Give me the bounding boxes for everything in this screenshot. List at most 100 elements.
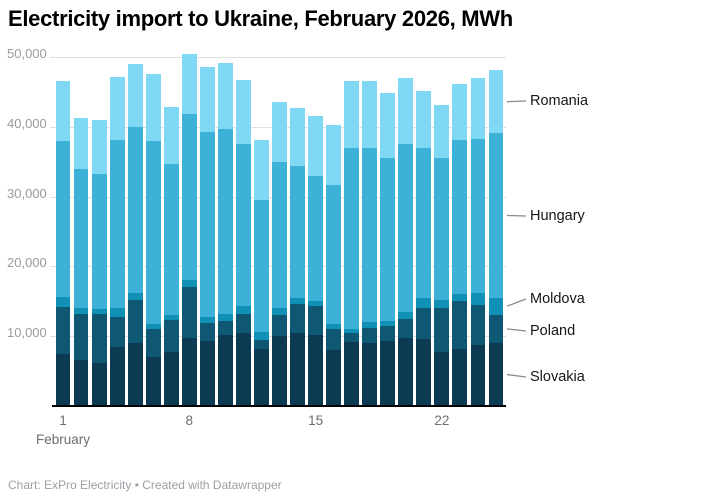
bar-segment-poland-day-25[interactable] [488, 314, 504, 344]
bar-segment-poland-day-24[interactable] [470, 305, 486, 345]
bar-segment-romania-day-25[interactable] [488, 70, 504, 134]
bar-segment-hungary-day-15[interactable] [308, 175, 323, 301]
bar-segment-romania-day-3[interactable] [91, 119, 107, 175]
bar-segment-slovakia-day-20[interactable] [398, 338, 414, 406]
bar-segment-slovakia-day-25[interactable] [488, 343, 504, 406]
bar-segment-slovakia-day-8[interactable] [181, 337, 197, 406]
bar-segment-romania-day-6[interactable] [145, 73, 161, 142]
bar-day-1[interactable] [55, 80, 71, 406]
bar-day-20[interactable] [398, 77, 414, 406]
bar-day-16[interactable] [326, 125, 342, 406]
bar-segment-slovakia-day-22[interactable] [434, 351, 450, 406]
bar-segment-poland-day-17[interactable] [344, 333, 360, 342]
bar-segment-romania-day-12[interactable] [254, 140, 269, 201]
bar-day-8[interactable] [181, 53, 197, 406]
bar-segment-poland-day-7[interactable] [163, 320, 179, 352]
bar-segment-poland-day-2[interactable] [73, 313, 89, 360]
bar-segment-poland-day-21[interactable] [416, 308, 432, 339]
bar-segment-slovakia-day-12[interactable] [254, 349, 269, 406]
bar-segment-poland-day-11[interactable] [236, 313, 251, 333]
bar-segment-romania-day-22[interactable] [434, 105, 450, 159]
bar-segment-romania-day-18[interactable] [362, 80, 378, 148]
bar-segment-moldova-day-19[interactable] [380, 320, 396, 327]
bar-segment-hungary-day-3[interactable] [91, 174, 107, 309]
bar-segment-moldova-day-8[interactable] [181, 279, 197, 288]
bar-day-12[interactable] [254, 140, 269, 406]
bar-segment-poland-day-12[interactable] [254, 339, 269, 350]
bar-segment-slovakia-day-11[interactable] [236, 332, 251, 406]
bar-segment-moldova-day-22[interactable] [434, 299, 450, 309]
bar-segment-poland-day-18[interactable] [362, 327, 378, 344]
bar-segment-hungary-day-19[interactable] [380, 158, 396, 321]
bar-segment-poland-day-6[interactable] [145, 328, 161, 358]
bar-segment-moldova-day-15[interactable] [308, 300, 323, 307]
bar-day-5[interactable] [127, 63, 143, 406]
bar-segment-romania-day-7[interactable] [163, 107, 179, 164]
bar-segment-romania-day-10[interactable] [217, 62, 233, 129]
bar-segment-romania-day-5[interactable] [127, 63, 143, 127]
bar-segment-moldova-day-1[interactable] [55, 297, 71, 307]
bar-day-11[interactable] [236, 80, 251, 406]
bar-segment-moldova-day-21[interactable] [416, 298, 432, 309]
bar-segment-poland-day-20[interactable] [398, 318, 414, 339]
bar-segment-hungary-day-20[interactable] [398, 144, 414, 312]
bar-segment-romania-day-4[interactable] [109, 77, 125, 141]
bar-day-21[interactable] [416, 90, 432, 406]
bar-segment-moldova-day-6[interactable] [145, 323, 161, 329]
bar-segment-romania-day-1[interactable] [55, 80, 71, 141]
bar-segment-slovakia-day-19[interactable] [380, 341, 396, 406]
bar-segment-moldova-day-3[interactable] [91, 308, 107, 314]
bar-segment-moldova-day-5[interactable] [127, 292, 143, 300]
bar-segment-slovakia-day-23[interactable] [452, 349, 468, 406]
bar-segment-poland-day-5[interactable] [127, 299, 143, 344]
bar-day-23[interactable] [452, 83, 468, 406]
bar-day-9[interactable] [199, 66, 215, 406]
bar-day-22[interactable] [434, 105, 450, 406]
bar-segment-poland-day-1[interactable] [55, 306, 71, 355]
bar-segment-moldova-day-13[interactable] [272, 308, 287, 316]
bar-day-6[interactable] [145, 73, 161, 406]
bar-segment-slovakia-day-24[interactable] [470, 344, 486, 406]
bar-day-10[interactable] [217, 62, 233, 406]
bar-segment-hungary-day-24[interactable] [470, 138, 486, 293]
bar-segment-slovakia-day-5[interactable] [127, 343, 143, 406]
bar-segment-romania-day-20[interactable] [398, 77, 414, 145]
bar-segment-hungary-day-8[interactable] [181, 114, 197, 280]
bar-segment-hungary-day-10[interactable] [217, 128, 233, 314]
bar-segment-hungary-day-1[interactable] [55, 140, 71, 298]
bar-segment-hungary-day-14[interactable] [290, 165, 305, 299]
bar-segment-poland-day-14[interactable] [290, 304, 305, 333]
bar-segment-poland-day-3[interactable] [91, 313, 107, 364]
bar-segment-slovakia-day-3[interactable] [91, 363, 107, 406]
bar-segment-slovakia-day-13[interactable] [272, 336, 287, 406]
bar-segment-moldova-day-17[interactable] [344, 329, 360, 334]
bar-day-17[interactable] [344, 80, 360, 406]
bar-segment-romania-day-2[interactable] [73, 118, 89, 169]
bar-segment-hungary-day-11[interactable] [236, 144, 251, 307]
bar-segment-romania-day-23[interactable] [452, 83, 468, 141]
bar-segment-slovakia-day-6[interactable] [145, 357, 161, 406]
bar-segment-hungary-day-22[interactable] [434, 158, 450, 300]
bar-segment-poland-day-10[interactable] [217, 320, 233, 336]
bar-segment-moldova-day-10[interactable] [217, 313, 233, 321]
bar-segment-hungary-day-6[interactable] [145, 141, 161, 324]
bar-segment-romania-day-9[interactable] [199, 66, 215, 133]
bar-day-15[interactable] [308, 115, 323, 406]
bar-day-14[interactable] [290, 107, 305, 406]
bar-segment-romania-day-24[interactable] [470, 77, 486, 139]
bar-segment-poland-day-16[interactable] [326, 329, 342, 351]
bar-segment-slovakia-day-18[interactable] [362, 343, 378, 406]
bar-segment-hungary-day-23[interactable] [452, 140, 468, 294]
bar-segment-poland-day-13[interactable] [272, 315, 287, 337]
bar-day-24[interactable] [470, 77, 486, 406]
bar-segment-poland-day-4[interactable] [109, 316, 125, 347]
bar-segment-moldova-day-25[interactable] [488, 297, 504, 315]
bar-segment-moldova-day-7[interactable] [163, 314, 179, 321]
bar-day-19[interactable] [380, 93, 396, 406]
bar-day-7[interactable] [163, 107, 179, 406]
bar-segment-romania-day-21[interactable] [416, 90, 432, 149]
bar-segment-moldova-day-20[interactable] [398, 311, 414, 319]
bar-segment-moldova-day-14[interactable] [290, 298, 305, 305]
bar-segment-poland-day-19[interactable] [380, 326, 396, 342]
bar-segment-slovakia-day-9[interactable] [199, 341, 215, 406]
